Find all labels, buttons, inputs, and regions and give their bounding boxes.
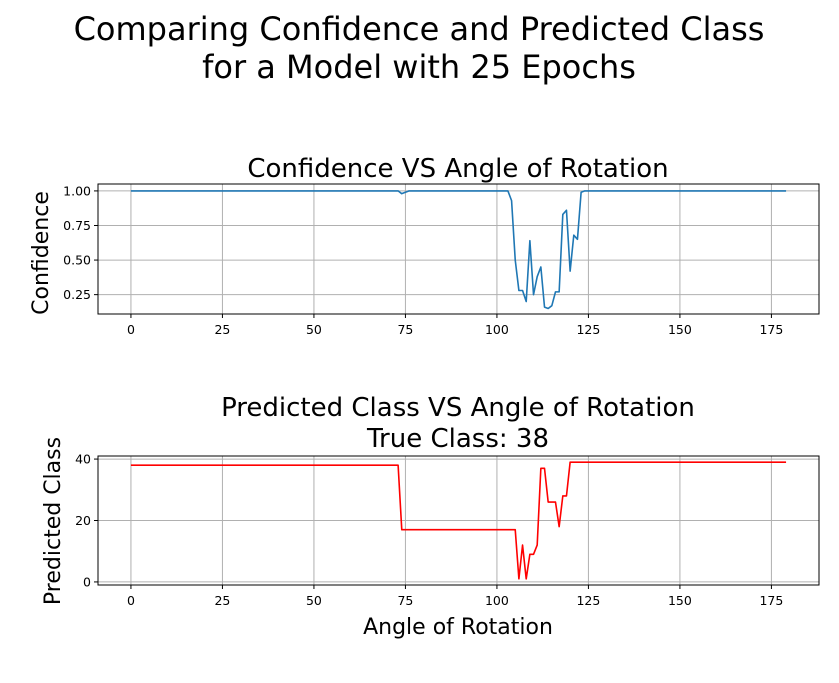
confidence-x-tick-label: 150 xyxy=(668,322,692,337)
predicted-class-x-tick-label: 175 xyxy=(759,593,783,608)
predicted-class-plot: Predicted Class VS Angle of Rotation Tru… xyxy=(41,393,819,640)
confidence-x-tick-label: 0 xyxy=(127,322,135,337)
predicted-class-y-tick-label: 40 xyxy=(75,452,91,467)
confidence-y-axis-label: Confidence xyxy=(29,191,54,315)
predicted-class-x-tick-label: 0 xyxy=(127,593,135,608)
predicted-class-x-tick-label: 50 xyxy=(306,593,322,608)
confidence-x-tick-label: 100 xyxy=(485,322,509,337)
confidence-y-tick-label: 0.25 xyxy=(63,287,91,302)
predicted-class-y-tick-label: 20 xyxy=(75,513,91,528)
figure-title-line1: Comparing Confidence and Predicted Class xyxy=(74,10,765,48)
confidence-y-tick-label: 0.50 xyxy=(63,253,91,268)
predicted-class-x-tick-label: 25 xyxy=(214,593,230,608)
predicted-class-x-tick-label: 100 xyxy=(485,593,509,608)
confidence-plot-title: Confidence VS Angle of Rotation xyxy=(247,154,668,184)
predicted-class-x-tick-label: 75 xyxy=(397,593,413,608)
predicted-class-y-tick-label: 0 xyxy=(83,574,91,589)
confidence-y-tick-label: 1.00 xyxy=(63,183,91,198)
figure-title-line2: for a Model with 25 Epochs xyxy=(202,48,636,86)
predicted-class-plot-title-line2: True Class: 38 xyxy=(366,424,549,454)
predicted-class-x-tick-label: 150 xyxy=(668,593,692,608)
confidence-x-tick-label: 25 xyxy=(214,322,230,337)
confidence-x-tick-label: 125 xyxy=(576,322,600,337)
confidence-y-tick-label: 0.75 xyxy=(63,218,91,233)
predicted-class-x-axis-label: Angle of Rotation xyxy=(363,615,553,640)
confidence-x-tick-label: 75 xyxy=(397,322,413,337)
confidence-x-tick-label: 175 xyxy=(759,322,783,337)
confidence-x-tick-label: 50 xyxy=(306,322,322,337)
predicted-class-plot-title-line1: Predicted Class VS Angle of Rotation xyxy=(221,393,695,423)
confidence-series-line xyxy=(131,191,786,309)
predicted-class-y-axis-label: Predicted Class xyxy=(41,437,66,605)
confidence-plot: Confidence VS Angle of Rotation Confiden… xyxy=(29,154,819,337)
predicted-class-x-tick-label: 125 xyxy=(576,593,600,608)
